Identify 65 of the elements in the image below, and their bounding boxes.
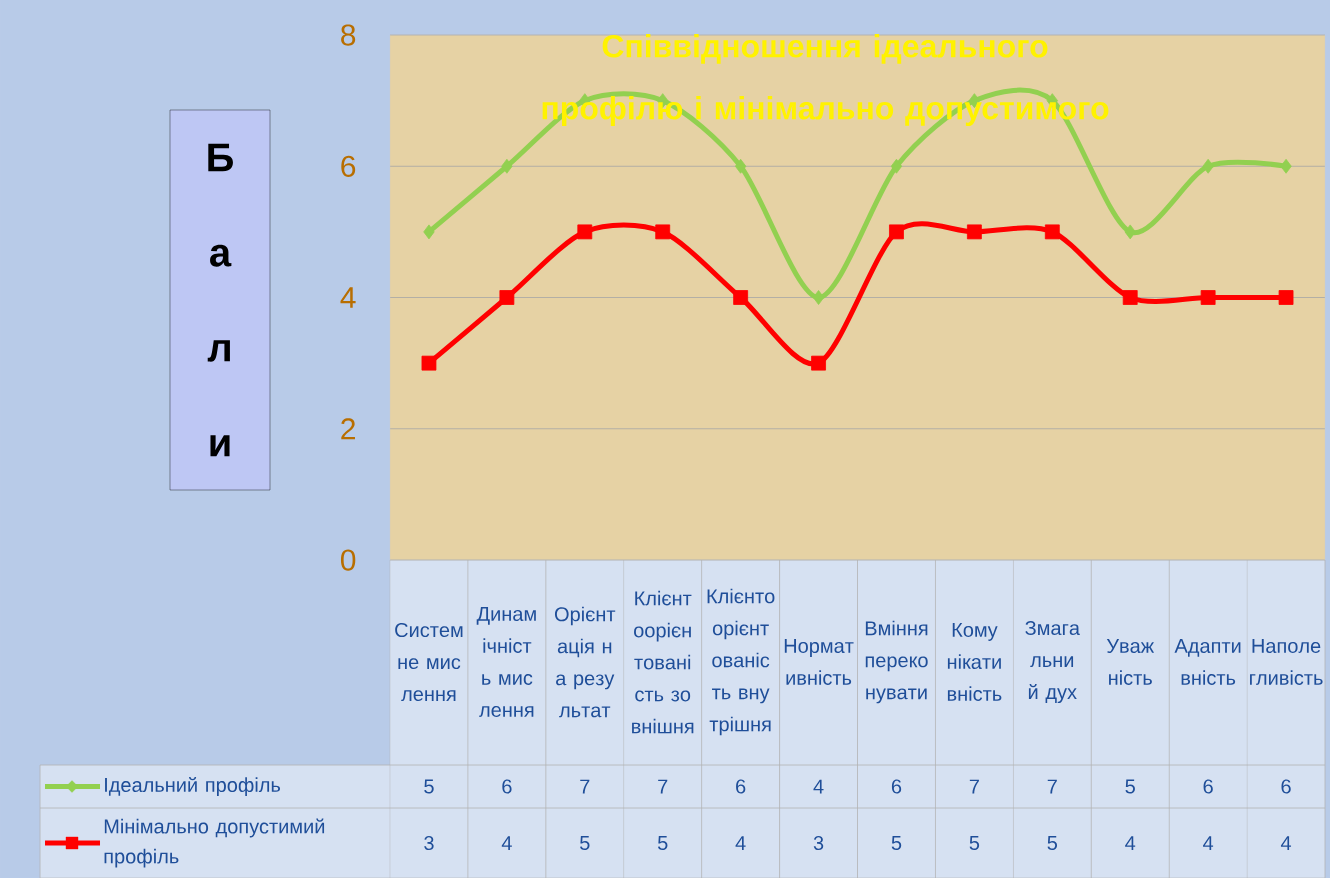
data-label: 5 xyxy=(969,835,980,850)
data-label: 6 xyxy=(736,779,746,794)
y-tick-label: 0 xyxy=(340,549,356,571)
data-label: 5 xyxy=(891,835,902,850)
point xyxy=(733,289,749,305)
data-label: 4 xyxy=(735,835,746,850)
y-tick-label: 6 xyxy=(341,155,356,177)
y-tick-label: 2 xyxy=(341,418,355,440)
data-label: 4 xyxy=(1125,835,1136,850)
data-label: 5 xyxy=(657,835,668,850)
data-label: 4 xyxy=(813,779,824,794)
data-label: 7 xyxy=(1047,779,1057,794)
x-tick-label: Динамічність мислення xyxy=(476,606,536,717)
x-tick-label: Уважність xyxy=(1106,638,1155,685)
data-label: 4 xyxy=(501,835,512,850)
point xyxy=(890,158,903,174)
text: Співвідношення ідеального профілю і мінімально допустимого xyxy=(542,33,1109,126)
data-label: 7 xyxy=(969,779,979,794)
point xyxy=(811,355,826,371)
data-label: 5 xyxy=(424,779,434,794)
legend-label: Мінімально допустимий профіль xyxy=(104,818,325,868)
data-label: 5 xyxy=(1125,779,1135,794)
x-tick-label: Клієнтоорієнтованість внутрішня xyxy=(707,588,775,736)
data-label: 6 xyxy=(1281,779,1291,794)
data-label: 4 xyxy=(1203,835,1214,850)
point xyxy=(1122,289,1138,305)
x-tick-label: Системне мислення xyxy=(395,622,463,701)
point xyxy=(1202,158,1214,174)
legend-label: Ідеальний профіль xyxy=(105,776,281,796)
data-label: 4 xyxy=(1280,835,1292,850)
x-tick-label: Орієнтація на результат xyxy=(554,606,616,718)
point xyxy=(423,224,435,240)
x-tick-label: Клієнтоорієнтованість зовнішня xyxy=(632,590,694,734)
x-tick-label: Комунікативність xyxy=(947,622,1002,701)
data-label: 6 xyxy=(891,779,902,794)
point xyxy=(655,224,671,240)
x-tick-label: Змагальний дух xyxy=(1025,620,1080,703)
point xyxy=(1278,289,1294,305)
data-label: 7 xyxy=(580,779,590,794)
point xyxy=(889,224,904,240)
point xyxy=(812,289,825,305)
data-label: 5 xyxy=(580,835,590,850)
data-label: 5 xyxy=(1047,835,1058,850)
x-tick-label: Нормативність xyxy=(784,638,854,685)
y-tick-label: 8 xyxy=(341,24,356,46)
point xyxy=(1280,158,1292,174)
data-label: 7 xyxy=(658,779,668,794)
point xyxy=(966,224,982,240)
point xyxy=(1124,224,1136,240)
x-tick-label: Адаптивність xyxy=(1174,638,1241,685)
data-label: 3 xyxy=(424,835,434,850)
x-tick-label: Вміння переконувати xyxy=(865,620,928,704)
data-label: 6 xyxy=(1203,779,1213,794)
point xyxy=(734,158,747,174)
y-tick-label: 4 xyxy=(340,287,356,308)
point xyxy=(577,224,593,240)
point xyxy=(501,158,513,174)
point xyxy=(499,289,515,305)
data-label: 6 xyxy=(502,779,512,794)
point xyxy=(1200,289,1216,305)
point xyxy=(421,355,437,371)
point xyxy=(1044,224,1060,240)
data-label: 3 xyxy=(813,835,824,850)
text: Бали xyxy=(207,143,233,457)
x-tick-label: Наполегливість xyxy=(1250,638,1323,685)
